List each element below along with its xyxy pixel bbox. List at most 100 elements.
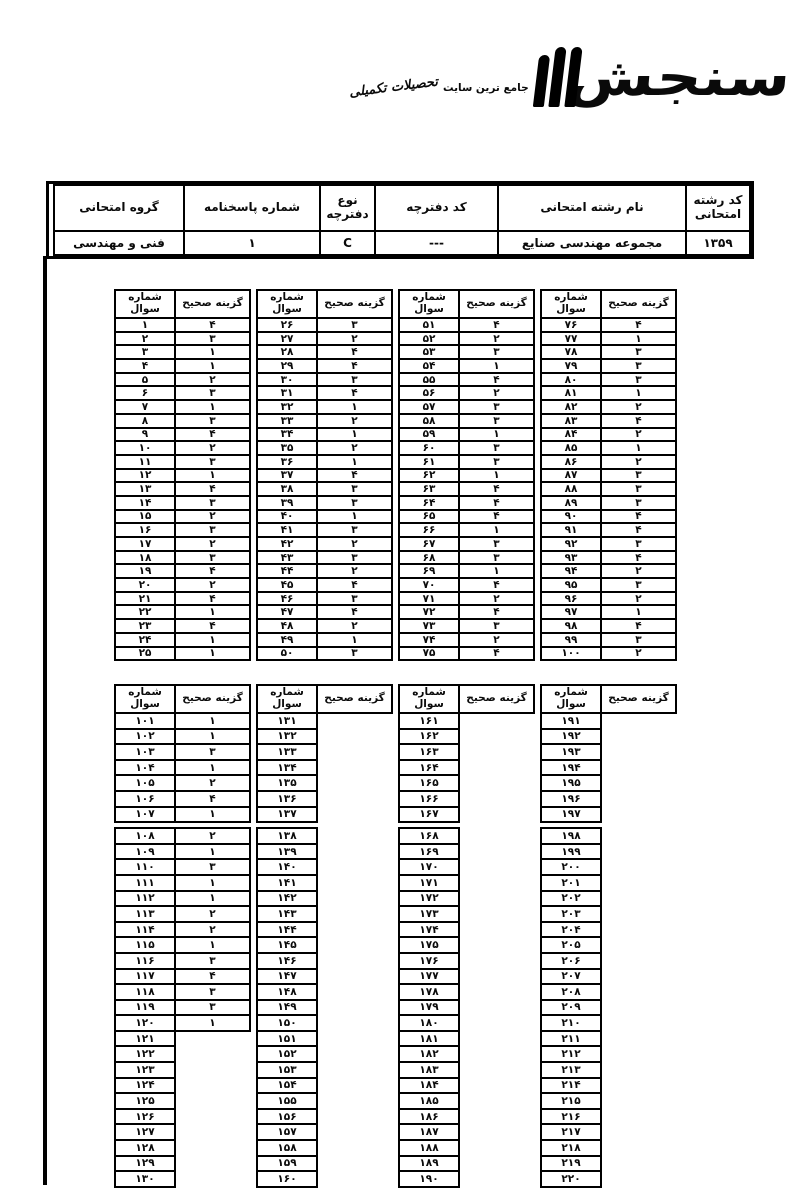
answer-row: ۱۶۰ bbox=[256, 1170, 393, 1188]
answer-row: ۱۹۹ bbox=[540, 842, 677, 861]
question-number-header: شماره سوال bbox=[398, 289, 460, 319]
answer-row: ۱۵۹ bbox=[256, 1154, 393, 1173]
answer-cell bbox=[458, 1170, 535, 1188]
question-number-cell: ۱۵ bbox=[114, 508, 176, 525]
question-number-cell: ۱۹۷ bbox=[540, 805, 602, 824]
answer-row: ۲۰۹ bbox=[540, 998, 677, 1017]
answer-cell: ۴ bbox=[316, 577, 393, 593]
question-number-cell: ۶۶ bbox=[398, 522, 460, 538]
answer-row: ۷۸ ۳ bbox=[540, 344, 677, 361]
question-number-cell: ۱۵۹ bbox=[256, 1154, 318, 1173]
exam-info-column: گروه امتحانی فنی و مهندسی bbox=[53, 184, 185, 256]
answer-row: ۱۹۸ bbox=[540, 827, 677, 845]
three-bars-logo-icon bbox=[532, 47, 583, 107]
answer-row: ۵۰ ۳ bbox=[256, 645, 393, 662]
exam-info-column: نوع دفترچه C bbox=[319, 184, 376, 256]
answer-column-pair: شماره سوال گزینه صحیح ۱۳۱ ۱۳۲ ۱۳۳ ۱۳۴ ۱۳۵ ۱۳۶ ۱۳… bbox=[256, 684, 393, 1188]
question-number-cell: ۲۰۱ bbox=[540, 873, 602, 892]
answer-cell: ۳ bbox=[316, 645, 393, 662]
answer-row: ۵۲ ۲ bbox=[398, 330, 535, 347]
logo-bar-icon bbox=[532, 55, 550, 107]
answer-row: ۸۰ ۳ bbox=[540, 371, 677, 388]
left-margin-rule bbox=[43, 256, 47, 1185]
answer-row: ۱۹۷ bbox=[540, 805, 677, 824]
question-number-cell: ۱۹۴ bbox=[540, 758, 602, 777]
tagline-plain-text: جامع ترین سایت bbox=[442, 82, 529, 94]
answer-row: ۳۵ ۲ bbox=[256, 440, 393, 456]
question-number-cell: ۲۰۷ bbox=[540, 967, 602, 986]
question-number-header: شماره سوال bbox=[540, 684, 602, 714]
answer-column-pair: شماره سوال گزینه صحیح ۵۱ ۴ ۵۲ ۲ ۵۳ ۳ ۵۴ ۱ ۵۵ ۴ ۵۶ ۲ ۵۷… bbox=[398, 289, 535, 662]
answer-row: ۷۵ ۴ bbox=[398, 645, 535, 662]
answer-cell bbox=[316, 1170, 393, 1188]
question-number-cell: ۲۰۴ bbox=[540, 920, 602, 939]
answer-column-pair: شماره سوال گزینه صحیح ۲۶ ۳ ۲۷ ۲ ۲۸ ۴ ۲۹ ۴ ۳۰ ۳ ۳۱ ۴ ۳۲… bbox=[256, 289, 393, 662]
correct-option-header: گزینه صحیح bbox=[174, 289, 251, 319]
answer-row: ۲۸ ۴ bbox=[256, 344, 393, 361]
exam-info-column: کد رشته امتحانی ۱۳۵۹ bbox=[685, 184, 751, 256]
answer-row: ۳۸ ۳ bbox=[256, 481, 393, 497]
answer-row: ۶۵ ۴ bbox=[398, 508, 535, 525]
question-number-header: شماره سوال bbox=[540, 289, 602, 319]
question-number-cell: ۱۰۷ bbox=[114, 805, 176, 824]
answer-column-pair: شماره سوال گزینه صحیح ۱۹۱ ۱۹۲ ۱۹۳ ۱۹۴ ۱۹۵ ۱۹۶ ۱۹… bbox=[540, 684, 677, 1188]
logo-bar-icon bbox=[547, 47, 567, 107]
question-number-cell: ۱۷۸ bbox=[398, 983, 460, 1001]
exam-info-table: کد رشته امتحانی ۱۳۵۹ نام رشته امتحانی مجموع… bbox=[46, 181, 754, 259]
answer-column-pair: شماره سوال گزینه صحیح ۱ ۴ ۲ ۳ ۳ ۱ ۴ ۱ ۵ ۲ ۶ ۳ ۷ ۱ ۸ ۳ ۹ ۴ ۱۰… bbox=[114, 289, 251, 662]
answer-row: ۱۰۰ ۲ bbox=[540, 645, 677, 662]
exam-info-label: کد رشته امتحانی bbox=[687, 186, 749, 232]
answer-row: ۱۳۷ bbox=[256, 805, 393, 824]
column-header-row: شماره سوال گزینه صحیح bbox=[256, 684, 393, 714]
answer-row: ۹۶ ۲ bbox=[540, 590, 677, 607]
question-number-cell: ۲۵ bbox=[114, 645, 176, 662]
exam-info-label: شماره پاسخنامه bbox=[185, 186, 319, 232]
question-number-cell: ۹۶ bbox=[540, 590, 602, 607]
tagline-script-text: تحصیلات تکمیلی bbox=[348, 74, 439, 101]
answer-column-pair: شماره سوال گزینه صحیح ۱۶۱ ۱۶۲ ۱۶۳ ۱۶۴ ۱۶۵ ۱۶۶ ۱۶… bbox=[398, 684, 535, 1188]
answer-row: ۴۳ ۳ bbox=[256, 549, 393, 566]
exam-info-column: نام رشته امتحانی مجموعه مهندسی صنایع bbox=[497, 184, 687, 256]
question-number-cell: ۲۰۵ bbox=[540, 936, 602, 954]
question-number-cell: ۱۵۶ bbox=[256, 1107, 318, 1126]
question-number-cell: ۱۶۷ bbox=[398, 805, 460, 824]
answer-row: ۲۰۷ bbox=[540, 967, 677, 986]
exam-info-label: کد دفترچه bbox=[376, 186, 497, 232]
answer-cell bbox=[600, 806, 677, 824]
column-header-row: شماره سوال گزینه صحیح bbox=[540, 684, 677, 714]
question-number-cell: ۱۶۱ bbox=[398, 712, 460, 730]
answer-row: ۳۷ ۴ bbox=[256, 467, 393, 484]
answer-column-pair: شماره سوال گزینه صحیح ۷۶ ۴ ۷۷ ۱ ۷۸ ۳ ۷۹ ۳ ۸۰ ۳ ۸۱ ۱ ۸۲… bbox=[540, 289, 677, 662]
answer-row: ۲۳ ۴ bbox=[114, 618, 251, 634]
column-header-row: شماره سوال گزینه صحیح bbox=[398, 289, 535, 319]
column-header-row: شماره سوال گزینه صحیح bbox=[114, 289, 251, 319]
answer-cell: ۳ bbox=[458, 536, 535, 552]
question-number-cell: ۱۰۰ bbox=[540, 645, 602, 662]
question-number-cell: ۱۴۳ bbox=[256, 905, 318, 923]
answer-row: ۹۵ ۳ bbox=[540, 577, 677, 593]
correct-option-header: گزینه صحیح bbox=[458, 289, 535, 319]
answer-row: ۸۹ ۳ bbox=[540, 494, 677, 511]
answer-row: ۴۰ ۱ bbox=[256, 508, 393, 525]
answer-row: ۲۶ ۳ bbox=[256, 317, 393, 333]
question-number-cell: ۱۰ bbox=[114, 440, 176, 456]
answer-table-q1-100: شماره سوال گزینه صحیح ۱ ۴ ۲ ۳ ۳ ۱ ۴ ۱ ۵ ۲ ۶ ۳ ۷ ۱ ۸ ۳ ۹ ۴ ۱۰… bbox=[114, 289, 677, 662]
answer-row: ۱۱ ۳ bbox=[114, 453, 251, 470]
question-number-cell: ۷۵ bbox=[398, 645, 460, 662]
exam-info-value: C bbox=[343, 236, 352, 250]
answer-row: ۴۵ ۴ bbox=[256, 577, 393, 593]
answer-row: ۱۲۷ bbox=[114, 1123, 251, 1142]
answer-row: ۶۹ ۱ bbox=[398, 563, 535, 580]
column-header-row: شماره سوال گزینه صحیح bbox=[398, 684, 535, 714]
answer-row: ۴۹ ۱ bbox=[256, 631, 393, 648]
question-number-cell: ۱۳۳ bbox=[256, 743, 318, 761]
answer-row: ۱۶۱ bbox=[398, 712, 535, 730]
answer-row: ۲۴ ۱ bbox=[114, 631, 251, 648]
answer-row: ۱۳۰ bbox=[114, 1170, 251, 1188]
answer-row: ۸۳ ۴ bbox=[540, 412, 677, 429]
question-number-header: شماره سوال bbox=[256, 684, 318, 714]
question-number-cell: ۱۱۱ bbox=[114, 873, 176, 892]
question-number-cell: ۱۲۷ bbox=[114, 1123, 176, 1142]
